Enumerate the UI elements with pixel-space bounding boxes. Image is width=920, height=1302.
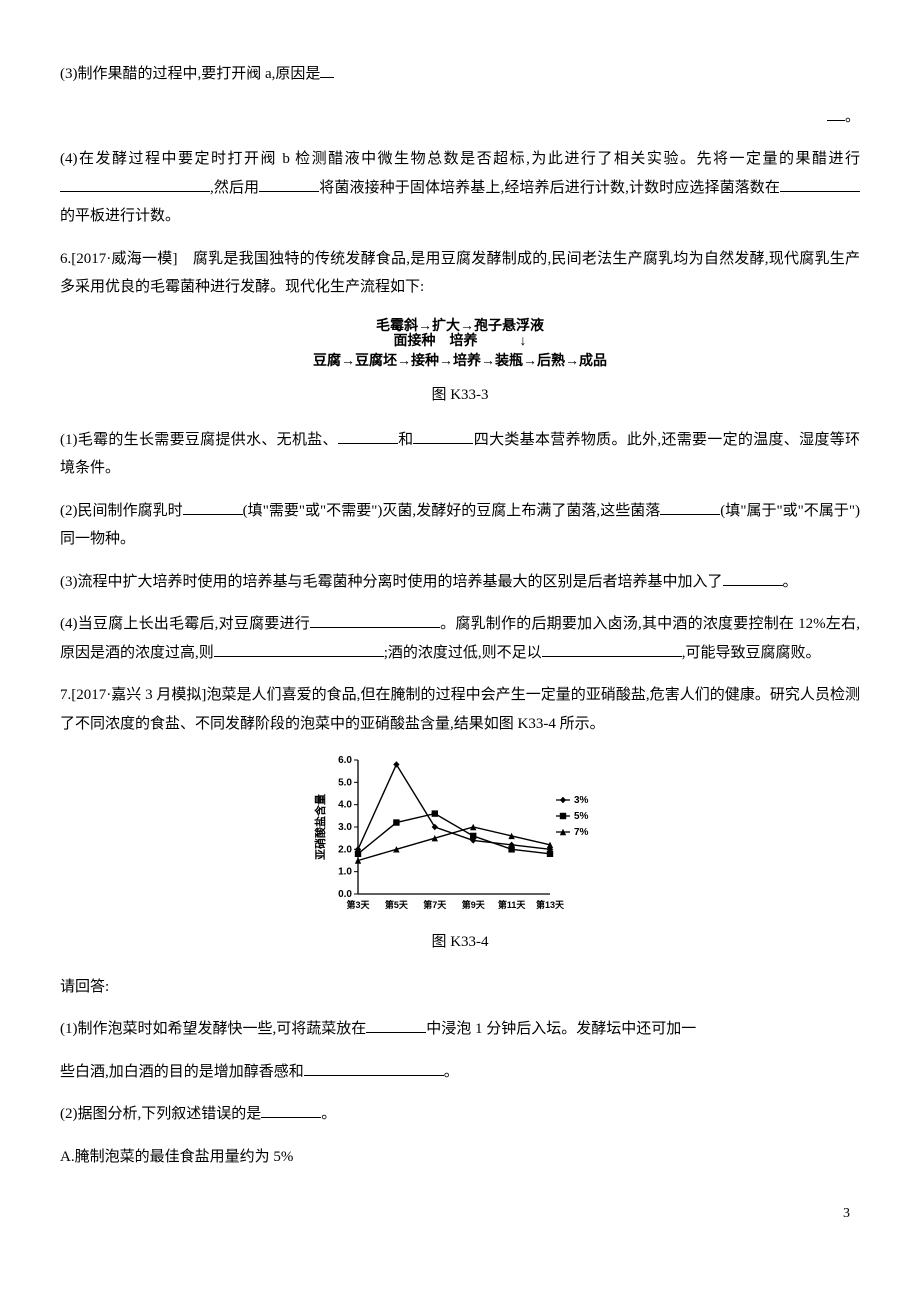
text: 将菌液接种于固体培养基上,经培养后进行计数,计数时应选择菌落数在	[319, 180, 780, 196]
text: (2)民间制作腐乳时	[60, 503, 183, 519]
text: ,可能导致豆腐腐败。	[682, 645, 821, 661]
period: 。	[845, 109, 860, 125]
blank	[304, 1060, 444, 1076]
q5-p3-tail: 。	[60, 103, 860, 132]
text: 的平板进行计数。	[60, 208, 180, 224]
svg-text:第7天: 第7天	[423, 899, 447, 910]
text: (4)在发酵过程中要定时打开阀 b 检测醋液中微生物总数是否超标,为此进行了相关…	[60, 151, 860, 167]
blank	[723, 570, 783, 586]
blank	[60, 176, 210, 192]
q6-p2: (2)民间制作腐乳时 (填"需要"或"不需要")灭菌,发酵好的豆腐上布满了菌落,这…	[60, 497, 860, 554]
flow-bottom: 豆腐→豆腐坯→接种→培养→装瓶→后熟→成品	[313, 352, 607, 368]
flow-text: 面接种	[394, 332, 436, 348]
svg-text:5.0: 5.0	[338, 778, 352, 789]
text: 中浸泡 1 分钟后入坛。发酵坛中还可加一	[426, 1021, 696, 1037]
q6-flow-diagram: 毛霉斜→扩大→孢子悬浮液 面接种 培养 ↓ 豆腐→豆腐坯→接种→培养→装瓶→后熟…	[60, 316, 860, 376]
q7-p1b: 些白酒,加白酒的目的是增加醇香感和 。	[60, 1058, 860, 1087]
blank	[827, 105, 845, 121]
svg-text:6.0: 6.0	[338, 755, 352, 766]
svg-text:2.0: 2.0	[338, 845, 352, 856]
blank	[259, 176, 319, 192]
q7-p1a: (1)制作泡菜时如希望发酵快一些,可将蔬菜放在 中浸泡 1 分钟后入坛。发酵坛中还…	[60, 1015, 860, 1044]
blank	[366, 1017, 426, 1033]
svg-text:5%: 5%	[574, 811, 589, 822]
text: (填"需要"或"不需要")灭菌,发酵好的豆腐上布满了菌落,这些菌落	[243, 503, 661, 519]
text: 些白酒,加白酒的目的是增加醇香感和	[60, 1064, 304, 1080]
blank	[310, 612, 440, 628]
blank	[261, 1102, 321, 1118]
text: 。	[783, 574, 798, 590]
text: (4)当豆腐上长出毛霉后,对豆腐要进行	[60, 616, 310, 632]
q5-p3: (3)制作果醋的过程中,要打开阀 a,原因是	[60, 60, 860, 89]
q7-answer-prompt: 请回答:	[60, 973, 860, 1002]
q5-p3-text: (3)制作果醋的过程中,要打开阀 a,原因是	[60, 66, 320, 82]
q6-p3: (3)流程中扩大培养时使用的培养基与毛霉菌种分离时使用的培养基最大的区别是后者培…	[60, 568, 860, 597]
q5-p4: (4)在发酵过程中要定时打开阀 b 检测醋液中微生物总数是否超标,为此进行了相关…	[60, 145, 860, 231]
flow-text: 扩大	[432, 317, 460, 333]
text: 和	[398, 432, 414, 448]
blank	[542, 641, 682, 657]
flow-text: 毛霉斜	[376, 317, 418, 333]
q6-intro: 6.[2017·威海一模] 腐乳是我国独特的传统发酵食品,是用豆腐发酵制成的,民…	[60, 245, 860, 302]
svg-text:第13天: 第13天	[536, 899, 565, 910]
svg-text:3.0: 3.0	[338, 822, 352, 833]
svg-text:0.0: 0.0	[338, 889, 352, 900]
svg-text:亚硝酸盐含量: 亚硝酸盐含量	[313, 794, 327, 860]
q7-chart: 0.0 1.0 2.0 3.0 4.0 5.0 6.0 亚硝酸盐含量第3天 第5天 第7天 第9天 第…	[60, 752, 860, 922]
svg-text:第5天: 第5天	[385, 899, 409, 910]
svg-text:7%: 7%	[574, 827, 589, 838]
q6-fig-label: 图 K33-3	[60, 381, 860, 410]
text: (2)据图分析,下列叙述错误的是	[60, 1106, 261, 1122]
text: (1)制作泡菜时如希望发酵快一些,可将蔬菜放在	[60, 1021, 366, 1037]
svg-text:4.0: 4.0	[338, 800, 352, 811]
text: ,然后用	[210, 180, 259, 196]
blank	[780, 176, 860, 192]
q6-p1: (1)毛霉的生长需要豆腐提供水、无机盐、和四大类基本营养物质。此外,还需要一定的…	[60, 426, 860, 483]
blank	[413, 428, 473, 444]
q7-fig-label: 图 K33-4	[60, 928, 860, 957]
text: 。	[321, 1106, 336, 1122]
text: ;酒的浓度过低,则不足以	[384, 645, 542, 661]
text: 。	[444, 1064, 459, 1080]
q7-optA: A.腌制泡菜的最佳食盐用量约为 5%	[60, 1143, 860, 1172]
blank	[338, 428, 398, 444]
q6-p4: (4)当豆腐上长出毛霉后,对豆腐要进行。腐乳制作的后期要加入卤汤,其中酒的浓度要…	[60, 610, 860, 667]
svg-text:3%: 3%	[574, 795, 589, 806]
svg-text:1.0: 1.0	[338, 867, 352, 878]
blank	[214, 641, 384, 657]
q7-intro: 7.[2017·嘉兴 3 月模拟]泡菜是人们喜爱的食品,但在腌制的过程中会产生一…	[60, 681, 860, 738]
svg-text:第3天: 第3天	[346, 899, 370, 910]
line-chart: 0.0 1.0 2.0 3.0 4.0 5.0 6.0 亚硝酸盐含量第3天 第5天 第7天 第9天 第…	[310, 752, 610, 922]
page-number: 3	[60, 1201, 860, 1228]
svg-text:第11天: 第11天	[498, 899, 527, 910]
svg-text:第9天: 第9天	[462, 899, 486, 910]
flow-text: 孢子悬浮液	[474, 317, 544, 333]
flow-text: 培养	[450, 332, 478, 348]
text: (3)流程中扩大培养时使用的培养基与毛霉菌种分离时使用的培养基最大的区别是后者培…	[60, 574, 723, 590]
q7-p2: (2)据图分析,下列叙述错误的是 。	[60, 1100, 860, 1129]
blank	[660, 499, 720, 515]
blank	[183, 499, 243, 515]
text: (1)毛霉的生长需要豆腐提供水、无机盐、	[60, 432, 338, 448]
blank	[320, 62, 334, 78]
